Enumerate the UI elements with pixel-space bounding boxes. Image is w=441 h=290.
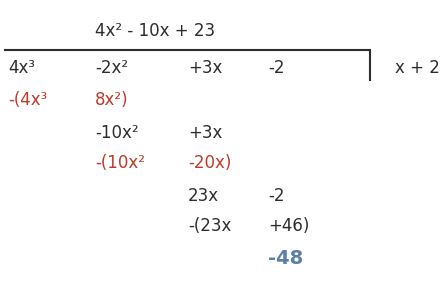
Text: -(23x: -(23x bbox=[188, 217, 232, 235]
Text: x + 2: x + 2 bbox=[395, 59, 440, 77]
Text: +3x: +3x bbox=[188, 124, 222, 142]
Text: -2x²: -2x² bbox=[95, 59, 128, 77]
Text: 4x³: 4x³ bbox=[8, 59, 35, 77]
Text: -(4x³: -(4x³ bbox=[8, 91, 47, 109]
Text: -20x): -20x) bbox=[188, 154, 232, 172]
Text: -48: -48 bbox=[268, 249, 303, 267]
Text: -2: -2 bbox=[268, 59, 284, 77]
Text: +3x: +3x bbox=[188, 59, 222, 77]
Text: +46): +46) bbox=[268, 217, 310, 235]
Text: -10x²: -10x² bbox=[95, 124, 138, 142]
Text: 8x²): 8x²) bbox=[95, 91, 129, 109]
Text: -2: -2 bbox=[268, 187, 284, 205]
Text: 4x² - 10x + 23: 4x² - 10x + 23 bbox=[95, 22, 215, 40]
Text: -(10x²: -(10x² bbox=[95, 154, 145, 172]
Text: 23x: 23x bbox=[188, 187, 219, 205]
